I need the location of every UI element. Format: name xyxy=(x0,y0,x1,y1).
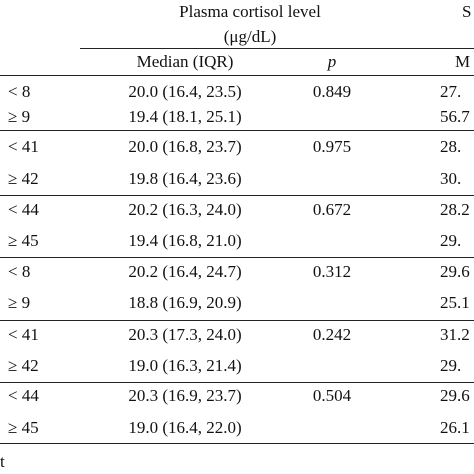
p-value-cell: 0.504 xyxy=(312,386,352,405)
column-header: p xyxy=(327,52,337,71)
median-cell: 19.4 (18.1, 25.1) xyxy=(128,107,242,126)
group-title: Plasma cortisol level xyxy=(179,2,321,21)
row-label: ≥ 45 xyxy=(8,418,39,437)
row-label: ≥ 42 xyxy=(8,356,39,375)
median-cell: 18.8 (16.9, 20.9) xyxy=(128,293,242,312)
rule xyxy=(0,195,474,196)
p-value-cell: 0.672 xyxy=(312,200,352,219)
truncated-cell: 25.1 xyxy=(440,293,470,312)
median-cell: 19.0 (16.4, 22.0) xyxy=(128,418,242,437)
truncated-cell: 29. xyxy=(440,231,462,250)
median-cell: 20.2 (16.3, 24.0) xyxy=(128,200,242,219)
footnote: t xyxy=(0,452,5,471)
median-cell: 19.4 (16.8, 21.0) xyxy=(128,231,242,250)
median-cell: 20.3 (17.3, 24.0) xyxy=(128,325,242,344)
row-label: ≥ 42 xyxy=(8,169,39,188)
p-value-cell: 0.242 xyxy=(312,325,352,344)
group-unit: (μg/dL) xyxy=(223,27,277,46)
row-label: < 41 xyxy=(8,137,39,156)
rule xyxy=(0,75,474,76)
column-header: Median (IQR) xyxy=(136,52,234,71)
median-cell: 20.0 (16.4, 23.5) xyxy=(128,82,242,101)
p-value-cell: 0.312 xyxy=(312,262,352,281)
truncated-cell: 56.7 xyxy=(440,107,470,126)
median-cell: 19.0 (16.3, 21.4) xyxy=(128,356,242,375)
row-label: < 8 xyxy=(8,82,31,101)
truncated-cell: 28. xyxy=(440,137,462,156)
truncated-cell: 29.6 xyxy=(440,262,470,281)
rule xyxy=(0,257,474,258)
row-label: < 44 xyxy=(8,386,39,405)
rule xyxy=(0,382,474,383)
row-label: < 44 xyxy=(8,200,39,219)
truncated-cell: 29.6 xyxy=(440,386,470,405)
row-label: < 8 xyxy=(8,262,31,281)
truncated-cell: 29. xyxy=(440,356,462,375)
row-label: ≥ 9 xyxy=(8,107,31,126)
rule xyxy=(0,320,474,321)
rule xyxy=(80,48,474,49)
truncated-cell: 30. xyxy=(440,169,462,188)
rule xyxy=(0,130,474,131)
truncated-cell: 26.1 xyxy=(440,418,470,437)
median-cell: 20.3 (16.9, 23.7) xyxy=(128,386,242,405)
column-header: M xyxy=(455,52,471,71)
row-label: < 41 xyxy=(8,325,39,344)
row-label: ≥ 45 xyxy=(8,231,39,250)
p-value-cell: 0.849 xyxy=(312,82,352,101)
truncated-cell: 28.2 xyxy=(440,200,470,219)
right-title: S xyxy=(462,2,472,21)
truncated-cell: 31.2 xyxy=(440,325,470,344)
median-cell: 20.0 (16.8, 23.7) xyxy=(128,137,242,156)
p-value-cell: 0.975 xyxy=(312,137,352,156)
median-cell: 19.8 (16.4, 23.6) xyxy=(128,169,242,188)
truncated-cell: 27. xyxy=(440,82,462,101)
row-label: ≥ 9 xyxy=(8,293,31,312)
median-cell: 20.2 (16.4, 24.7) xyxy=(128,262,242,281)
rule xyxy=(0,443,474,444)
